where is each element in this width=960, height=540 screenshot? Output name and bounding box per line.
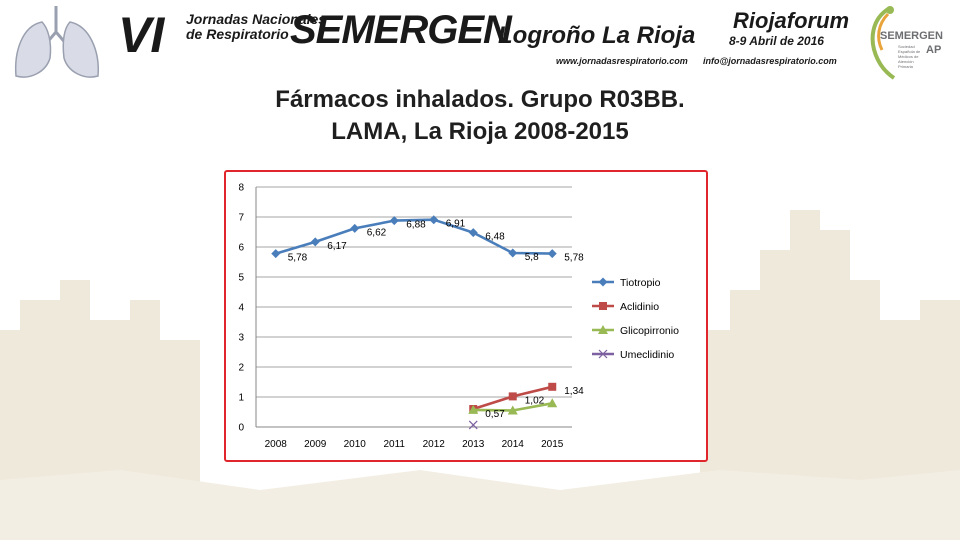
data-point-tiotropio [271, 249, 281, 259]
event-city: Logroño La Rioja [498, 22, 696, 49]
data-point-tiotropio [310, 237, 320, 247]
data-point-aclidinio [548, 382, 557, 391]
event-subtitle: Jornadas Nacionales de Respiratorio [186, 12, 326, 42]
legend-marker-tiotropio [598, 277, 608, 287]
y-tick-label: 4 [238, 303, 244, 314]
y-tick-label: 3 [238, 333, 244, 344]
logo-ap: AP [926, 44, 942, 56]
data-point-glicopirronio [507, 405, 518, 415]
semergen-ap-logo: SEMERGEN Sociedad Española de Médicos de… [860, 4, 952, 80]
data-label-glicopirronio: 0,57 [485, 409, 505, 420]
line-chart: 0 1 2 3 4 5 6 7 8 2008 2009 2010 2011 2012 2013 2014 201… [238, 183, 679, 451]
logo-subtitle: Sociedad Española de Médicos de Atención… [898, 44, 921, 69]
x-tick-label: 2013 [462, 439, 485, 450]
x-tick-label: 2015 [541, 439, 564, 450]
data-label-aclidinio: 1,34 [564, 386, 584, 397]
data-point-tiotropio [508, 248, 518, 258]
event-header: VI Jornadas Nacionales de Respiratorio S… [0, 0, 960, 82]
x-tick-label: 2012 [423, 439, 446, 450]
logo-name: SEMERGEN [880, 30, 943, 42]
slide-title: Fármacos inhalados. Grupo R03BB. LAMA, L… [0, 84, 960, 148]
semergen-swirl-icon [870, 6, 896, 80]
data-point-umeclidinio [468, 420, 478, 430]
data-point-tiotropio [389, 216, 399, 226]
data-label-tiotropio: 5,8 [525, 252, 539, 263]
data-point-glicopirronio [547, 398, 558, 408]
lungs-icon [14, 6, 99, 78]
y-tick-label: 5 [238, 273, 244, 284]
slide-title-line1: Fármacos inhalados. Grupo R03BB. [275, 86, 685, 113]
data-label-tiotropio: 6,88 [406, 220, 426, 231]
y-tick-label: 1 [238, 393, 244, 404]
chart-frame: 0 1 2 3 4 5 6 7 8 2008 2009 2010 2011 2012 2013 2014 201… [224, 170, 708, 462]
y-tick-label: 2 [238, 363, 244, 374]
event-dates: 8-9 Abril de 2016 [729, 34, 824, 48]
data-label-aclidinio: 1,02 [525, 395, 545, 406]
data-point-tiotropio [547, 249, 557, 259]
legend-marker-aclidinio [599, 302, 607, 310]
y-tick-label: 8 [238, 183, 244, 194]
data-label-tiotropio: 6,17 [327, 241, 347, 252]
legend-label-umeclidinio: Umeclidinio [620, 349, 674, 361]
legend-label-aclidinio: Aclidinio [620, 301, 659, 313]
edition-number: VI [118, 7, 164, 63]
series-line-tiotropio [275, 218, 553, 255]
x-tick-label: 2011 [383, 439, 405, 450]
event-website: www.jornadasrespiratorio.com [556, 56, 688, 66]
legend-label-glicopirronio: Glicopirronio [620, 325, 679, 337]
data-point-glicopirronio [468, 404, 479, 414]
legend-marker-umeclidinio [598, 349, 608, 359]
data-point-tiotropio [350, 223, 360, 233]
event-email: info@jornadasrespiratorio.com [703, 56, 837, 66]
data-point-aclidinio [508, 392, 517, 401]
y-tick-label: 0 [238, 423, 244, 434]
x-tick-label: 2008 [265, 439, 288, 450]
data-point-tiotropio [429, 215, 439, 225]
data-label-tiotropio: 6,62 [367, 227, 387, 238]
legend-label-tiotropio: Tiotropio [620, 277, 661, 289]
x-tick-label: 2010 [344, 439, 367, 450]
y-tick-label: 7 [238, 213, 244, 224]
data-label-tiotropio: 5,78 [288, 253, 308, 264]
data-label-tiotropio: 5,78 [564, 253, 584, 264]
x-tick-label: 2009 [304, 439, 327, 450]
x-tick-label: 2014 [502, 439, 525, 450]
event-subtitle-line1: Jornadas Nacionales [186, 11, 327, 27]
y-tick-label: 6 [238, 243, 244, 254]
event-subtitle-line2: de Respiratorio [186, 26, 289, 42]
event-venue: Riojaforum [733, 8, 850, 33]
legend-marker-glicopirronio [598, 325, 608, 334]
event-brand: SEMERGEN [290, 8, 512, 52]
slide-title-line2: LAMA, La Rioja 2008-2015 [331, 118, 629, 145]
data-label-tiotropio: 6,48 [485, 232, 505, 243]
data-point-tiotropio [468, 228, 478, 238]
data-label-tiotropio: 6,91 [446, 219, 466, 230]
